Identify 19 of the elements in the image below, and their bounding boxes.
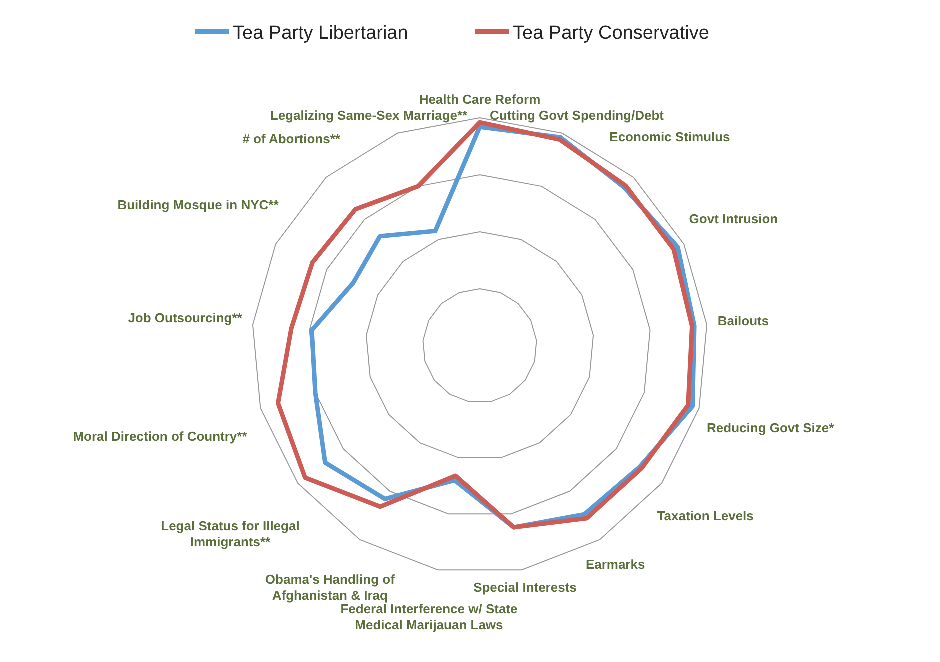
spoke-label: Reducing Govt Size* bbox=[707, 420, 836, 436]
spoke-label: Moral Direction of Country** bbox=[73, 428, 248, 444]
spoke-label: Cutting Govt Spending/Debt bbox=[490, 108, 665, 124]
spoke-label: Govt Intrusion bbox=[689, 212, 778, 227]
spoke-label: Building Mosque in NYC** bbox=[118, 198, 280, 213]
spoke-label: Job Outsourcing** bbox=[128, 310, 244, 326]
spoke-label: Legal Status for Illegal Immigrants** bbox=[161, 518, 300, 550]
spoke-label: Health Care Reform bbox=[419, 92, 541, 107]
spoke-label: Taxation Levels bbox=[657, 508, 754, 524]
spoke-label: Earmarks bbox=[586, 556, 646, 572]
spoke-label: # of Abortions** bbox=[242, 131, 342, 146]
legend-label: Tea Party Libertarian bbox=[233, 23, 408, 44]
legend-label: Tea Party Conservative bbox=[513, 23, 710, 44]
spoke-label: Obama's Handling of Afghanistan & Iraq bbox=[265, 572, 396, 603]
spoke-label: Bailouts bbox=[718, 314, 770, 329]
spoke-label: Special Interests bbox=[474, 580, 577, 595]
spoke-label: Legalizing Same-Sex Marriage** bbox=[270, 108, 469, 124]
spoke-label: Economic Stimulus bbox=[610, 130, 730, 145]
spoke-label: Federal Interference w/ State Medical Marijauan Laws bbox=[340, 602, 518, 633]
